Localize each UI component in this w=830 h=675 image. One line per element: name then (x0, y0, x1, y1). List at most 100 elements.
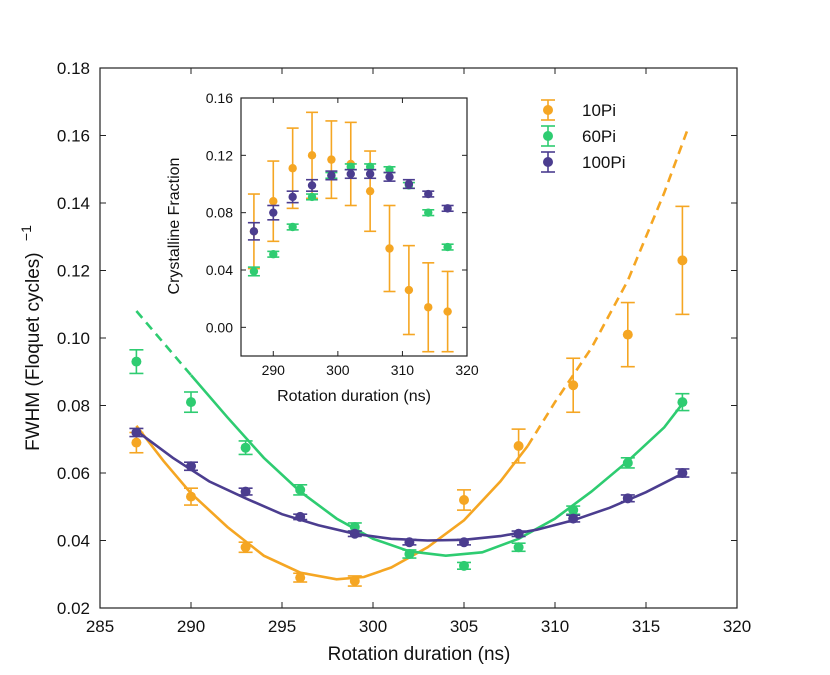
main-data-point (131, 356, 142, 367)
main-x-tick-label: 290 (177, 617, 205, 636)
legend-label: 10Pi (582, 101, 616, 120)
main-x-tick-label: 295 (268, 617, 296, 636)
inset-data-point (288, 164, 297, 173)
inset-data-point (307, 192, 317, 202)
inset-data-point (249, 227, 259, 236)
main-data-point (240, 486, 251, 497)
legend-marker (543, 157, 553, 167)
main-y-tick-label: 0.08 (57, 397, 90, 416)
inset-data-point (249, 267, 259, 276)
inset-data-point (424, 189, 433, 199)
inset-data-point (269, 250, 278, 259)
inset-data-point (288, 222, 297, 232)
main-y-tick-label: 0.18 (57, 59, 90, 78)
inset-data-point (269, 197, 278, 206)
main-data-point (240, 542, 251, 553)
main-data-point (622, 457, 633, 468)
main-fit-dashed-10Pi (526, 128, 690, 447)
inset-x-tick-label: 320 (455, 362, 479, 378)
main-y-tick-label: 0.02 (57, 599, 90, 618)
main-data-point (568, 505, 579, 516)
main-data-point (459, 537, 469, 548)
inset-data-point (404, 179, 414, 189)
main-y-tick-label: 0.06 (57, 464, 90, 483)
main-x-tick-label: 285 (86, 617, 114, 636)
inset-x-tick-label: 300 (326, 362, 350, 378)
main-data-point (568, 380, 579, 391)
legend-item-60Pi: 60Pi (541, 125, 616, 147)
main-x-tick-label: 305 (450, 617, 478, 636)
main-data-point (622, 493, 633, 504)
inset-x-tick-label: 290 (262, 362, 286, 378)
legend-item-100Pi: 100Pi (541, 151, 625, 173)
legend-item-10Pi: 10Pi (541, 99, 616, 121)
inset-y-tick-label: 0.12 (206, 147, 233, 163)
main-data-point (513, 441, 524, 451)
main-data-point (677, 255, 688, 266)
main-data-point (404, 549, 415, 559)
inset-data-point (365, 186, 375, 196)
main-fit-solid-60Pi (190, 374, 684, 558)
inset-y-tick-label: 0.04 (206, 262, 233, 278)
inset-data-point (327, 171, 336, 180)
inset-data-point (365, 169, 375, 179)
main-x-tick-label: 315 (632, 617, 660, 636)
inset-y-tick-label: 0.08 (206, 205, 233, 221)
main-data-point (131, 437, 142, 448)
main-y-tick-label: 0.10 (57, 329, 90, 348)
y-axis-label-exponent: −1 (18, 225, 34, 241)
main-data-point (240, 442, 251, 453)
main-data-point (349, 576, 360, 586)
inset-y-axis-label: Crystalline Fraction (166, 158, 183, 295)
main-data-point (295, 484, 306, 495)
main-data-point (349, 528, 360, 539)
inset-data-point (424, 208, 433, 217)
main-data-point (677, 397, 688, 408)
main-series-10Pi (129, 128, 690, 587)
main-data-point (459, 495, 469, 505)
inset-x-axis-label: Rotation duration (ns) (277, 388, 431, 405)
inset-plot-frame (240, 97, 468, 357)
main-y-tick-label: 0.04 (57, 532, 90, 551)
main-data-point (404, 537, 415, 548)
inset-data-point (385, 244, 394, 253)
inset-data-point (288, 192, 297, 202)
inset-data-point (443, 307, 452, 316)
inset-data-point (307, 151, 317, 160)
y-axis-label: FWHM (Floquet cycles) −1 (18, 225, 44, 451)
main-data-point (131, 427, 142, 438)
main-data-point (459, 560, 469, 571)
main-x-tick-label: 320 (723, 617, 751, 636)
inset-data-point (385, 172, 394, 182)
main-y-tick-label: 0.12 (57, 262, 90, 281)
legend-marker (543, 131, 553, 141)
main-data-point (295, 572, 306, 583)
inset-y-tick-label: 0.00 (206, 319, 233, 335)
main-y-tick-label: 0.16 (57, 127, 90, 146)
main-data-point (622, 329, 633, 340)
main-data-point (677, 468, 688, 478)
main-data-point (186, 461, 196, 472)
main-y-tick-label: 0.14 (57, 194, 90, 213)
main-data-point (186, 397, 196, 408)
main-series-100Pi (129, 427, 690, 548)
inset-data-point (327, 155, 336, 164)
inset-data-point (443, 242, 452, 252)
main-data-point (568, 513, 579, 524)
x-axis-label: Rotation duration (ns) (328, 644, 511, 665)
inset-data-point (346, 169, 355, 179)
main-fit-60Pi (135, 310, 684, 558)
main-series-60Pi (129, 310, 690, 571)
legend-label: 60Pi (582, 127, 616, 146)
main-x-tick-label: 300 (359, 617, 387, 636)
legend-label: 100Pi (582, 153, 625, 172)
inset-series-10Pi (247, 111, 454, 353)
inset-y-tick-label: 0.16 (206, 90, 233, 106)
main-data-point (513, 542, 524, 553)
main-x-tick-label: 310 (541, 617, 569, 636)
inset-data-point (404, 285, 414, 295)
inset-data-point (443, 204, 452, 213)
inset-plot: 290 300 310 320 0.00 0.04 0.08 0.12 0.16 (206, 90, 479, 378)
inset-x-tick-label: 310 (391, 362, 415, 378)
